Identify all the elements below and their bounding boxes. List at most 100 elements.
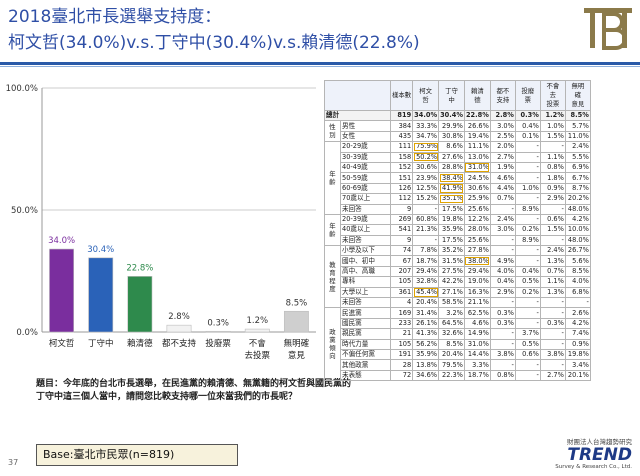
table-row: 年齡 20-29歲 111 75.9% 8.6% 11.1% 2.0% - -2.4%	[324, 141, 591, 215]
table-row: 未回答 9-17.5% 25.6% -8.9% -48.0%	[325, 234, 591, 247]
cell: 0.3%	[489, 317, 516, 330]
category-label: 賴清德	[127, 338, 153, 349]
cell: 35.2%	[438, 245, 465, 257]
table-row: 50-59歲 151 23.9% 38.4% 24.5% 4.6% -1.8% 6.7%	[325, 172, 591, 184]
table-row: 未表態 72 34.6% 22.3% 18.7% 0.8% -2.7% 20.1%	[325, 369, 591, 382]
cell: -	[514, 193, 541, 205]
table-row: 30-39歲 158 50.2% 27.6% 13.0% 2.7% -1.1% 5.5%	[325, 151, 591, 163]
column-header: 柯文哲	[412, 80, 440, 111]
line: 無明	[571, 82, 585, 90]
cell: 5.5%	[564, 151, 591, 163]
brand-line-a: 財團法人台灣趨勢研究	[567, 438, 632, 446]
cell: 21	[389, 328, 414, 340]
cell: 1.5%	[539, 224, 566, 236]
cell: 0.2%	[514, 224, 541, 236]
cell: 14.9%	[463, 328, 491, 340]
cell: 158	[389, 151, 414, 163]
cell: 58.5%	[438, 297, 465, 309]
cell: -	[539, 328, 566, 340]
page-title-line1: 2018臺北市長選舉支持度：	[8, 7, 222, 27]
table-row: 40-49歲 152 30.6% 28.8% 31.0% 1.9% -0.8% 6.9%	[325, 161, 591, 174]
table-row: 40歲以上 541 21.3% 35.9% 28.0% 3.0% 0.2% 1.5% 10.0%	[325, 224, 591, 236]
category-label: 投廢票	[205, 338, 231, 349]
cell: 2.8%	[489, 109, 516, 122]
cell: 0.8%	[489, 369, 516, 382]
cell: 5.7%	[564, 120, 591, 132]
cell: 28.0%	[463, 224, 491, 236]
cell: 28.8%	[438, 161, 465, 174]
cell: -	[412, 234, 440, 247]
cell: -	[539, 338, 566, 351]
category-label: 柯文哲	[49, 338, 75, 349]
row-label: 20-29歲	[340, 141, 391, 153]
row-label: 女性	[340, 130, 391, 143]
cell: 1.0%	[514, 182, 541, 195]
line: 中	[448, 95, 455, 104]
cell: 29.4%	[463, 265, 491, 278]
cell: 0.5%	[514, 338, 541, 351]
row-label: 60-69歲	[340, 182, 391, 195]
cell: 35.1%	[438, 193, 465, 205]
cell: -	[539, 234, 566, 247]
cell: 112	[389, 193, 414, 205]
cell: 34.7%	[412, 130, 440, 143]
group-label: 教育程度	[324, 245, 341, 309]
row-label: 未回答	[340, 203, 391, 215]
cell: 19.4%	[463, 130, 491, 143]
cell: -	[514, 141, 541, 153]
cell: 79.5%	[438, 359, 465, 371]
cell: 19.8%	[438, 213, 465, 226]
column-header: 都不 支持	[489, 80, 516, 111]
cell: 25.6%	[463, 234, 491, 247]
line: 不會	[546, 82, 560, 90]
cell: 7.4%	[564, 328, 591, 340]
row-label: 30-39歲	[340, 151, 391, 163]
support-bar-chart: 0.0% 50.0% 100.0% 34.0% 柯文哲 30.4% 丁守中 22.8% 賴清德 2…	[6, 84, 316, 361]
row-label: 民進黨	[340, 307, 391, 319]
header-rule-thin	[0, 66, 640, 67]
cell: 0.8%	[539, 161, 566, 174]
cell: 2.9%	[489, 286, 516, 299]
data-label: 22.8%	[126, 263, 153, 273]
line: 去	[549, 91, 557, 99]
cell: 0.3%	[514, 109, 541, 122]
cell: 23.9%	[412, 172, 440, 184]
cell: 45.4%	[412, 286, 440, 299]
cell: 21.3%	[412, 224, 440, 236]
cell: 435	[389, 130, 414, 143]
cell: 6.8%	[564, 286, 591, 299]
cell: 4	[389, 297, 414, 309]
cell: 0.3%	[489, 307, 516, 319]
table-row: 70歲以上 112 15.2% 35.1% 25.9% 0.7% -2.9% 20.2%	[325, 193, 591, 205]
cell: 4.4%	[489, 182, 516, 195]
cell: -	[514, 255, 541, 267]
cell: -	[514, 307, 541, 319]
cell: 25.9%	[463, 193, 491, 205]
line: 德	[474, 95, 481, 104]
cell: 26.1%	[412, 317, 440, 330]
cell: 0.3%	[539, 317, 566, 330]
cell: 3.0%	[489, 120, 516, 132]
cell: 4.2%	[564, 317, 591, 330]
cell: 541	[389, 224, 414, 236]
cell: 16.3%	[463, 286, 491, 299]
cell: 20.1%	[564, 369, 591, 382]
line: 教	[329, 260, 336, 269]
line: 都不	[496, 86, 510, 95]
cell: 30.6%	[463, 182, 491, 195]
row-label: 其他政黨	[340, 359, 391, 371]
total-row: 總計 819 34.0% 30.4% 22.8% 2.8% 0.3% 1.2% 8.5%	[324, 109, 591, 122]
cell: 30.4%	[438, 109, 465, 122]
cell: 269	[389, 213, 414, 226]
cell: 3.0%	[489, 224, 516, 236]
row-label: 男性	[340, 120, 391, 132]
data-label: 30.4%	[87, 245, 114, 255]
cell: 1.0%	[539, 120, 566, 132]
cell: 207	[389, 265, 414, 278]
cell: 22.8%	[463, 109, 491, 122]
cell: 1.8%	[539, 172, 566, 184]
cell: 35.9%	[412, 348, 440, 361]
cell: 4.0%	[489, 265, 516, 278]
cell: 6.7%	[564, 172, 591, 184]
cell: 111	[389, 141, 414, 153]
